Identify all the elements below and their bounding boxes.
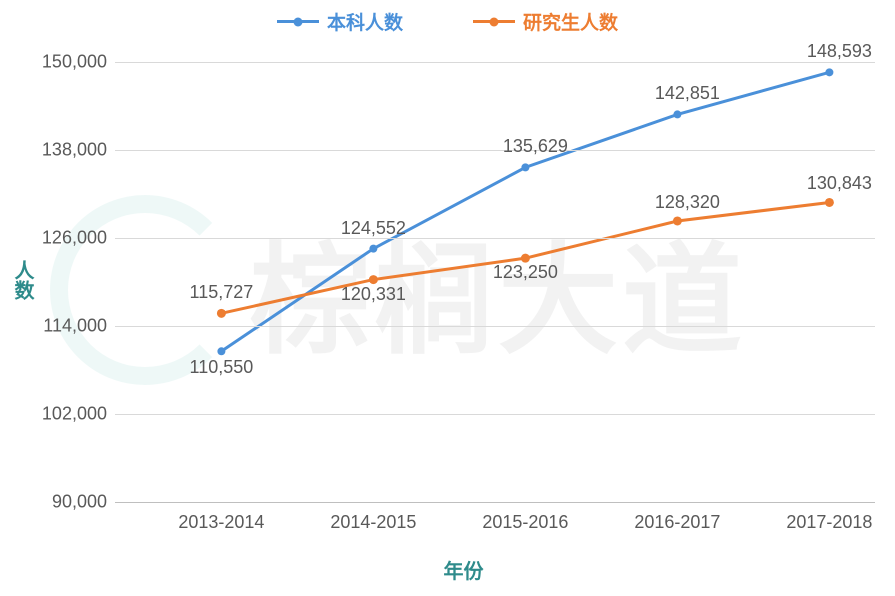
data-point — [825, 68, 833, 76]
data-label: 110,550 — [190, 357, 254, 378]
data-label: 135,629 — [503, 136, 568, 157]
x-tick-label: 2013-2014 — [178, 512, 264, 533]
gridline — [115, 502, 875, 503]
x-tick-label: 2016-2017 — [634, 512, 720, 533]
data-label: 142,851 — [655, 83, 720, 104]
y-tick-label: 150,000 — [17, 52, 107, 73]
data-label: 123,250 — [493, 262, 558, 283]
legend-item-grad: 研究生人数 — [473, 8, 618, 35]
data-point — [825, 198, 834, 207]
series-line — [221, 72, 829, 351]
data-point — [369, 245, 377, 253]
y-tick-label: 126,000 — [17, 228, 107, 249]
data-label: 115,727 — [190, 282, 254, 303]
gridline — [115, 326, 875, 327]
gridline — [115, 150, 875, 151]
legend-item-undergrad: 本科人数 — [277, 8, 403, 35]
legend: 本科人数 研究生人数 — [0, 8, 895, 35]
legend-label: 本科人数 — [327, 8, 403, 35]
data-point — [673, 216, 682, 225]
gridline — [115, 414, 875, 415]
data-label: 148,593 — [807, 41, 872, 62]
data-point — [521, 163, 529, 171]
legend-label: 研究生人数 — [523, 8, 618, 35]
data-point — [217, 347, 225, 355]
gridline — [115, 238, 875, 239]
y-tick-label: 90,000 — [17, 492, 107, 513]
y-axis-title: 人数 — [8, 260, 37, 300]
data-point — [673, 110, 681, 118]
legend-marker-icon — [473, 20, 515, 23]
x-tick-label: 2017-2018 — [786, 512, 872, 533]
data-point — [217, 309, 226, 318]
x-tick-label: 2015-2016 — [482, 512, 568, 533]
y-tick-label: 114,000 — [17, 316, 107, 337]
y-tick-label: 102,000 — [17, 404, 107, 425]
data-label: 130,843 — [807, 173, 872, 194]
data-label: 128,320 — [655, 192, 720, 213]
data-label: 120,331 — [341, 284, 406, 305]
gridline — [115, 62, 875, 63]
y-tick-label: 138,000 — [17, 140, 107, 161]
chart-container: 棕榈大道 本科人数 研究生人数 人数 年份 90,000102,000114,0… — [0, 0, 895, 596]
x-tick-label: 2014-2015 — [330, 512, 416, 533]
legend-marker-icon — [277, 20, 319, 23]
x-axis-title: 年份 — [444, 555, 484, 584]
data-label: 124,552 — [341, 218, 406, 239]
